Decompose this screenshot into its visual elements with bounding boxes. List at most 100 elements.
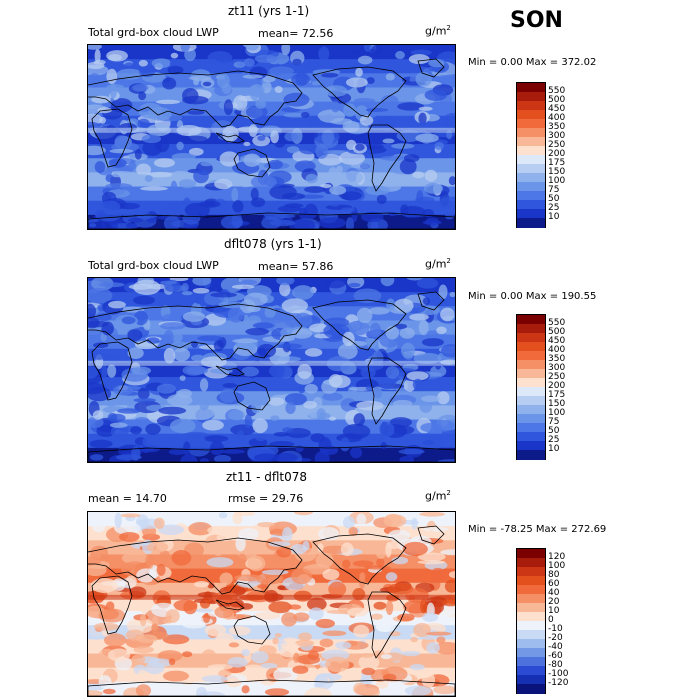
colorbar-swatch (517, 405, 545, 415)
colorbar-tick-label: 550 (548, 318, 566, 328)
panel3-title: zt11 - dflt078 (226, 470, 308, 484)
colorbar-swatch (517, 110, 545, 120)
colorbar-swatch (517, 567, 545, 577)
colorbar-tick-label: 350 (548, 354, 566, 364)
colorbar-swatch (517, 648, 545, 658)
colorbar-tick-label: 25 (548, 435, 560, 445)
colorbar-swatch (517, 549, 545, 559)
panel3-mean: mean = 14.70 (88, 492, 167, 505)
colorbar-swatch (517, 621, 545, 631)
panel1-units: g/m2 (425, 24, 451, 38)
colorbar-tick-label: 250 (548, 140, 566, 150)
panel2-title: dflt078 (yrs 1-1) (224, 237, 322, 251)
panel1-minmax: Min = 0.00 Max = 372.02 (468, 57, 597, 68)
colorbar-swatch (517, 137, 545, 147)
colorbar-tick-label: 100 (548, 408, 566, 418)
colorbar-tick-label: 50 (548, 194, 560, 204)
panel2-mean: mean= 57.86 (258, 260, 334, 273)
colorbar-swatch (517, 450, 545, 460)
panel1-mean: mean= 72.56 (258, 27, 334, 40)
colorbar-tick-label: 120 (548, 552, 566, 562)
panel1-field-label: Total grd-box cloud LWP (88, 26, 219, 39)
colorbar-swatch (517, 441, 545, 451)
colorbar-tick-label: -60 (548, 651, 563, 661)
colorbar-swatch (517, 558, 545, 568)
panel2-colorbar: 550 500 450 400 350 300 250 200 175 150 100 75 50 25 1… (516, 314, 565, 460)
colorbar-swatch (517, 351, 545, 361)
colorbar-swatch (517, 155, 545, 165)
colorbar-tick-label: 75 (548, 185, 560, 195)
colorbar-swatch (517, 396, 545, 406)
colorbar-tick-label: -100 (548, 669, 569, 679)
colorbar-swatch (517, 191, 545, 201)
panel2-map (87, 277, 456, 463)
colorbar-tick-label: -20 (548, 633, 563, 643)
colorbar-tick-label: 200 (548, 381, 566, 391)
colorbar-swatch (517, 639, 545, 649)
colorbar-tick-label: 550 (548, 86, 566, 96)
colorbar-tick-label: 60 (548, 579, 560, 589)
colorbar-tick-label: 150 (548, 399, 566, 409)
colorbar-tick-label: 20 (548, 597, 560, 607)
colorbar-swatch (517, 585, 545, 595)
panel3-rmse: rmse = 29.76 (228, 492, 304, 505)
colorbar-swatch (517, 684, 545, 694)
colorbar-tick-label: 400 (548, 345, 566, 355)
colorbar-swatch (517, 164, 545, 174)
colorbar-swatch (517, 83, 545, 93)
colorbar-tick-label: -40 (548, 642, 563, 652)
colorbar-swatch (517, 369, 545, 379)
colorbar-swatch (517, 173, 545, 183)
colorbar-tick-label: 150 (548, 167, 566, 177)
colorbar-tick-label: 10 (548, 444, 560, 454)
colorbar-swatch (517, 378, 545, 388)
panel2-field-label: Total grd-box cloud LWP (88, 259, 219, 272)
colorbar-swatch (517, 342, 545, 352)
colorbar-swatch (517, 92, 545, 102)
panel3-map (87, 511, 456, 697)
colorbar-tick-label: 350 (548, 122, 566, 132)
colorbar-swatch (517, 675, 545, 685)
panel3-units: g/m2 (425, 489, 451, 503)
colorbar-swatch (517, 324, 545, 334)
colorbar-swatch (517, 360, 545, 370)
colorbar-tick-label: 75 (548, 417, 560, 427)
colorbar-tick-label: 100 (548, 561, 566, 571)
colorbar-swatch (517, 315, 545, 325)
colorbar-swatch (517, 414, 545, 424)
colorbar-swatch (517, 657, 545, 667)
colorbar-tick-label: -10 (548, 624, 563, 634)
colorbar-swatch (517, 603, 545, 613)
colorbar-tick-label: 50 (548, 426, 560, 436)
colorbar-tick-label: 25 (548, 203, 560, 213)
colorbar-tick-label: 300 (548, 131, 566, 141)
colorbar-swatch (517, 630, 545, 640)
season-label: SON (510, 8, 563, 33)
colorbar-tick-label: 450 (548, 104, 566, 114)
colorbar-swatch (517, 576, 545, 586)
panel1-title: zt11 (yrs 1-1) (228, 4, 310, 18)
panel3-minmax: Min = -78.25 Max = 272.69 (468, 524, 607, 535)
colorbar-swatch (517, 200, 545, 210)
colorbar-tick-label: 175 (548, 158, 566, 168)
colorbar-swatch (517, 218, 545, 228)
colorbar-tick-label: 10 (548, 212, 560, 222)
colorbar-tick-label: 80 (548, 570, 560, 580)
colorbar-tick-label: 0 (548, 615, 554, 625)
colorbar-tick-label: 10 (548, 606, 560, 616)
colorbar-swatch (517, 666, 545, 676)
colorbar-swatch (517, 146, 545, 156)
colorbar-swatch (517, 209, 545, 219)
colorbar-swatch (517, 128, 545, 138)
panel3-colorbar: 120 100 80 60 40 20 10 0 -10 -20 -40 -60 -80 -100 -120 (516, 548, 568, 694)
panel1-colorbar: 550 500 450 400 350 300 250 200 175 150 100 75 50 25 1… (516, 82, 565, 228)
colorbar-swatch (517, 432, 545, 442)
colorbar-tick-label: 400 (548, 113, 566, 123)
colorbar-tick-label: 500 (548, 95, 566, 105)
colorbar-swatch (517, 101, 545, 111)
panel2-units: g/m2 (425, 257, 451, 271)
panel2-minmax: Min = 0.00 Max = 190.55 (468, 291, 597, 302)
colorbar-swatch (517, 333, 545, 343)
panel1-map (87, 44, 456, 230)
colorbar-swatch (517, 423, 545, 433)
